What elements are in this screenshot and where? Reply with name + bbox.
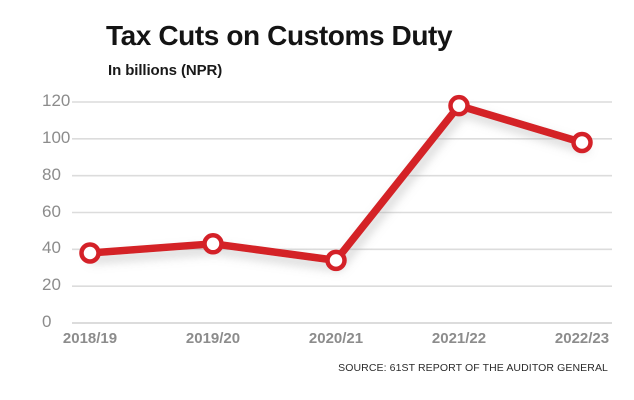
x-tick-2018-19: 2018/19 bbox=[62, 330, 118, 347]
y-tick-20: 20 bbox=[42, 275, 61, 295]
data-point-2019-20 bbox=[202, 233, 224, 255]
y-tick-40: 40 bbox=[42, 238, 61, 258]
y-tick-60: 60 bbox=[42, 201, 61, 221]
chart-title: Tax Cuts on Customs Duty bbox=[106, 20, 453, 51]
gridlines bbox=[72, 101, 612, 324]
data-point-2018-19 bbox=[79, 242, 101, 264]
y-tick-120: 120 bbox=[42, 91, 71, 110]
y-tick-0: 0 bbox=[42, 312, 52, 331]
data-point-2020-21 bbox=[325, 249, 347, 272]
data-markers bbox=[79, 94, 593, 272]
source-note: SOURCE: 61ST REPORT OF THE AUDITOR GENER… bbox=[338, 362, 608, 374]
x-tick-2021-22: 2021/22 bbox=[431, 330, 487, 347]
data-point-2021-22 bbox=[448, 94, 470, 117]
x-tick-2022-23: 2022/23 bbox=[554, 330, 610, 347]
data-point-2022-23 bbox=[571, 131, 593, 154]
y-tick-100: 100 bbox=[42, 127, 71, 147]
x-tick-2020-21: 2020/21 bbox=[308, 330, 364, 347]
data-line bbox=[86, 101, 586, 265]
data-line-group bbox=[86, 101, 586, 265]
x-tick-2019-20: 2019/20 bbox=[185, 330, 241, 347]
chart-subtitle: In billions (NPR) bbox=[108, 62, 223, 79]
y-tick-80: 80 bbox=[42, 164, 61, 184]
